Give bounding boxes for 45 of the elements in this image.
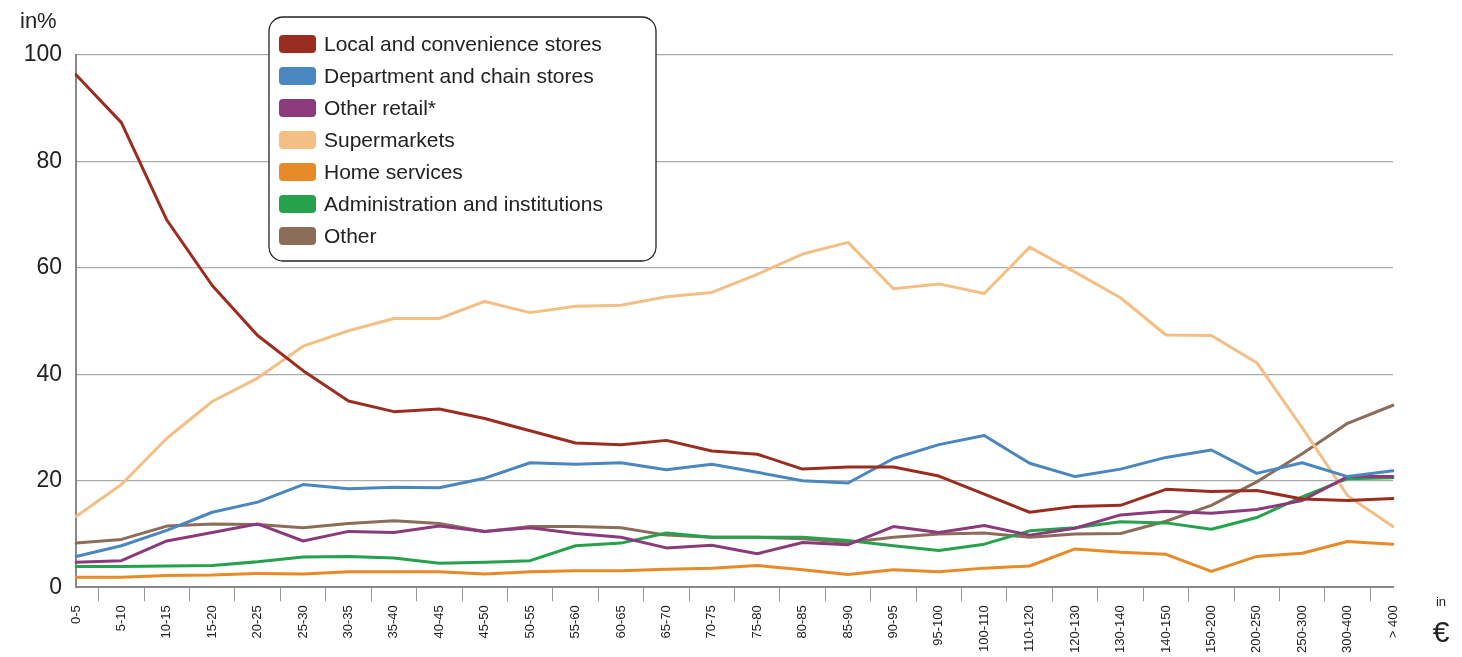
x-tick-label: 200-250 <box>1248 605 1264 654</box>
x-tick-label: 90-95 <box>885 605 901 639</box>
x-tick-label: 45-50 <box>476 605 492 639</box>
y-tick-label: 0 <box>49 572 62 599</box>
x-tick-label: 85-90 <box>839 605 855 639</box>
x-tick-label: 25-30 <box>294 605 310 639</box>
x-tick-label: 30-35 <box>340 605 356 639</box>
y-axis-title: in% <box>20 8 57 33</box>
y-tick-label: 100 <box>23 40 62 67</box>
x-tick-label: 10-15 <box>158 605 174 639</box>
y-tick-label: 80 <box>36 146 62 173</box>
x-tick-label: 50-55 <box>521 605 537 639</box>
x-tick-label: 60-65 <box>612 605 628 639</box>
x-tick-label: 70-75 <box>703 605 719 639</box>
legend-label: Administration and institutions <box>324 191 603 215</box>
legend-label: Other retail* <box>324 95 437 119</box>
legend-label: Other <box>324 223 377 247</box>
x-tick-label: 15-20 <box>203 605 219 639</box>
legend-label: Home services <box>324 159 463 183</box>
x-tick-label: 20-25 <box>249 605 265 639</box>
x-tick-label: 100-110 <box>975 605 991 653</box>
x-tick-label: 130-140 <box>1112 605 1128 654</box>
x-tick-label: 0-5 <box>67 605 83 625</box>
x-tick-label: 250-300 <box>1293 605 1309 654</box>
legend-label: Department and chain stores <box>324 63 594 87</box>
x-tick-label: 300-400 <box>1339 605 1355 654</box>
x-tick-label: 65-70 <box>657 605 673 639</box>
x-tick-label: 110-120 <box>1021 605 1037 653</box>
x-tick-label: 35-40 <box>385 605 401 639</box>
legend-label: Local and convenience stores <box>324 31 602 55</box>
x-tick-label: 40-45 <box>430 605 446 639</box>
y-tick-label: 20 <box>36 466 62 493</box>
x-axis-title: in € <box>1432 593 1450 649</box>
x-tick-label: 150-200 <box>1202 605 1218 654</box>
x-tick-label: 5-10 <box>112 605 128 632</box>
x-tick-label: 120-130 <box>1066 605 1082 654</box>
x-tick-label: 55-60 <box>567 605 583 639</box>
x-tick-label: 80-85 <box>794 605 810 639</box>
x-tick-label: 75-80 <box>748 605 764 639</box>
x-tick-label: > 400 <box>1384 605 1400 639</box>
x-tick-label: 95-100 <box>930 605 946 646</box>
y-tick-label: 60 <box>36 253 62 280</box>
y-tick-label: 40 <box>36 359 62 386</box>
x-tick-label: 140-150 <box>1157 605 1173 654</box>
legend-label: Supermarkets <box>324 127 455 151</box>
